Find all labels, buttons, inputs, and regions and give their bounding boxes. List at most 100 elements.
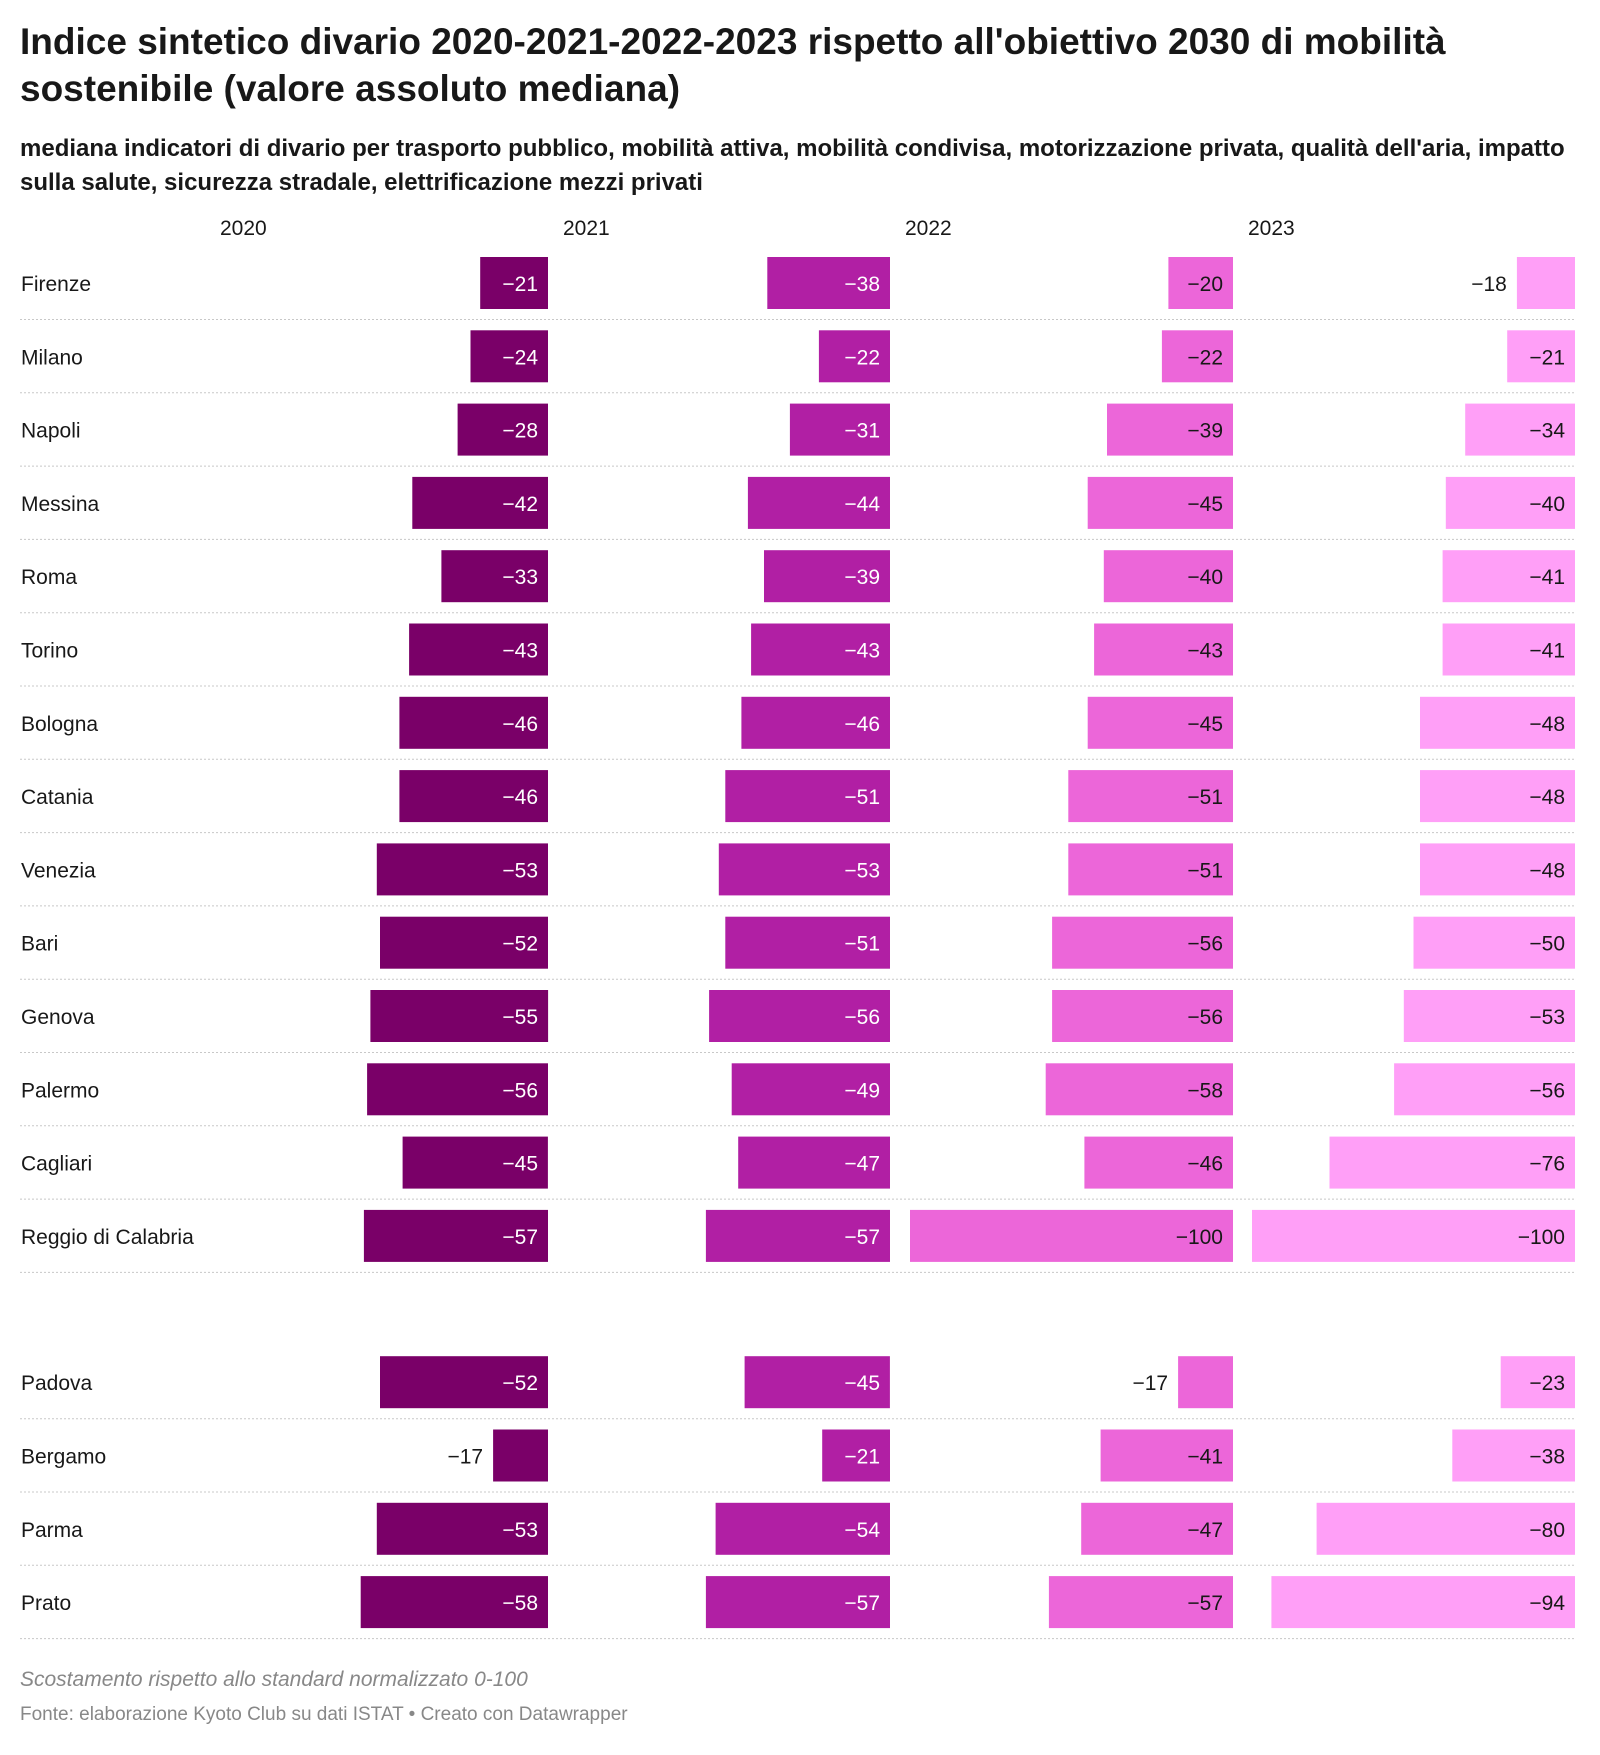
chart-subtitle: mediana indicatori di divario per traspo… bbox=[20, 135, 1565, 196]
bar-2023 bbox=[1413, 916, 1575, 969]
value-label: −100 bbox=[1176, 1226, 1223, 1249]
bar-2020 bbox=[402, 1136, 548, 1189]
bar-2020 bbox=[380, 1356, 548, 1409]
chart-source: Fonte: elaborazione Kyoto Club su dati I… bbox=[20, 1704, 628, 1725]
row-label: Bergamo bbox=[21, 1446, 106, 1469]
bar-2020 bbox=[399, 770, 548, 823]
bar-2022 bbox=[1068, 843, 1233, 896]
value-label: −51 bbox=[844, 786, 880, 809]
value-label: −56 bbox=[844, 1006, 880, 1029]
value-label: −38 bbox=[1529, 1446, 1565, 1469]
value-label: −23 bbox=[1529, 1372, 1565, 1395]
bar-2023 bbox=[1420, 770, 1575, 823]
column-header-2022: 2022 bbox=[905, 217, 952, 240]
bar-2021 bbox=[822, 1429, 890, 1482]
bar-2022 bbox=[1068, 770, 1233, 823]
value-label: −17 bbox=[447, 1446, 483, 1469]
bar-2021 bbox=[767, 257, 890, 309]
bar-2022 bbox=[1168, 257, 1233, 309]
value-label: −52 bbox=[502, 1372, 538, 1395]
value-label: −51 bbox=[1187, 786, 1223, 809]
value-label: −76 bbox=[1529, 1153, 1565, 1176]
bar-2023 bbox=[1507, 330, 1575, 383]
column-header-2021: 2021 bbox=[563, 217, 610, 240]
value-label: −58 bbox=[1187, 1079, 1223, 1102]
value-label: −53 bbox=[502, 859, 538, 882]
value-label: −33 bbox=[502, 566, 538, 589]
bar-2020 bbox=[493, 1429, 548, 1482]
bar-2021 bbox=[789, 403, 890, 456]
row-label: Firenze bbox=[21, 273, 91, 296]
value-label: −45 bbox=[1187, 493, 1223, 516]
bar-2023 bbox=[1316, 1502, 1575, 1555]
bar-2021 bbox=[725, 916, 890, 969]
bar-2021 bbox=[715, 1502, 890, 1555]
bar-2022 bbox=[1094, 623, 1233, 676]
bar-2020 bbox=[441, 550, 548, 603]
bar-2023 bbox=[1445, 476, 1575, 529]
bar-2020 bbox=[409, 623, 548, 676]
bar-2020 bbox=[367, 1063, 548, 1116]
value-label: −51 bbox=[1187, 859, 1223, 882]
bar-2021 bbox=[738, 1136, 890, 1189]
value-label: −20 bbox=[1187, 273, 1223, 296]
value-label: −53 bbox=[1529, 1006, 1565, 1029]
value-label: −51 bbox=[844, 933, 880, 956]
bar-2021 bbox=[744, 1356, 890, 1409]
row-label: Milano bbox=[21, 346, 83, 369]
value-label: −57 bbox=[1187, 1592, 1223, 1615]
bar-2021 bbox=[731, 1063, 890, 1116]
bar-2023 bbox=[1442, 550, 1575, 603]
value-label: −45 bbox=[502, 1153, 538, 1176]
value-label: −39 bbox=[844, 566, 880, 589]
bar-2020 bbox=[399, 696, 548, 749]
value-label: −53 bbox=[844, 859, 880, 882]
value-label: −18 bbox=[1471, 273, 1507, 296]
value-label: −43 bbox=[844, 640, 880, 663]
value-label: −46 bbox=[844, 713, 880, 736]
row-label: Roma bbox=[21, 566, 77, 589]
bar-2021 bbox=[709, 990, 890, 1042]
row-label: Parma bbox=[21, 1519, 83, 1542]
bar-2022 bbox=[1048, 1576, 1233, 1629]
bar-2022 bbox=[1161, 330, 1233, 383]
value-label: −41 bbox=[1529, 566, 1565, 589]
bar-2022 bbox=[1087, 476, 1233, 529]
bar-2022 bbox=[1084, 1136, 1233, 1189]
value-label: −21 bbox=[502, 273, 538, 296]
value-label: −57 bbox=[844, 1226, 880, 1249]
bar-2020 bbox=[363, 1209, 548, 1262]
value-label: −22 bbox=[844, 346, 880, 369]
bar-2023 bbox=[1403, 990, 1575, 1042]
bar-2021 bbox=[747, 476, 890, 529]
row-label: Prato bbox=[21, 1592, 71, 1615]
value-label: −45 bbox=[1187, 713, 1223, 736]
bar-2021 bbox=[741, 696, 890, 749]
value-label: −46 bbox=[1187, 1153, 1223, 1176]
bar-2022 bbox=[1178, 1356, 1233, 1409]
value-label: −47 bbox=[844, 1153, 880, 1176]
bar-2022 bbox=[910, 1209, 1233, 1262]
chart-title: Indice sintetico divario 2020-2021-2022-… bbox=[20, 21, 1446, 109]
value-label: −50 bbox=[1529, 933, 1565, 956]
value-label: −56 bbox=[502, 1079, 538, 1102]
value-label: −55 bbox=[502, 1006, 538, 1029]
value-label: −52 bbox=[502, 933, 538, 956]
value-label: −21 bbox=[1529, 346, 1565, 369]
value-label: −54 bbox=[844, 1519, 880, 1542]
value-label: −38 bbox=[844, 273, 880, 296]
bar-2023 bbox=[1452, 1429, 1575, 1482]
row-label: Napoli bbox=[21, 420, 81, 443]
row-label: Reggio di Calabria bbox=[21, 1226, 194, 1249]
bar-2021 bbox=[718, 843, 890, 896]
bar-2023 bbox=[1442, 623, 1575, 676]
value-label: −34 bbox=[1529, 420, 1565, 443]
bar-2020 bbox=[412, 476, 548, 529]
bar-2021 bbox=[764, 550, 890, 603]
bar-2020 bbox=[370, 990, 549, 1042]
bar-2021 bbox=[751, 623, 890, 676]
bar-2021 bbox=[818, 330, 890, 383]
row-label: Genova bbox=[21, 1006, 95, 1029]
row-label: Bari bbox=[21, 933, 58, 956]
chart-note: Scostamento rispetto allo standard norma… bbox=[20, 1668, 528, 1691]
